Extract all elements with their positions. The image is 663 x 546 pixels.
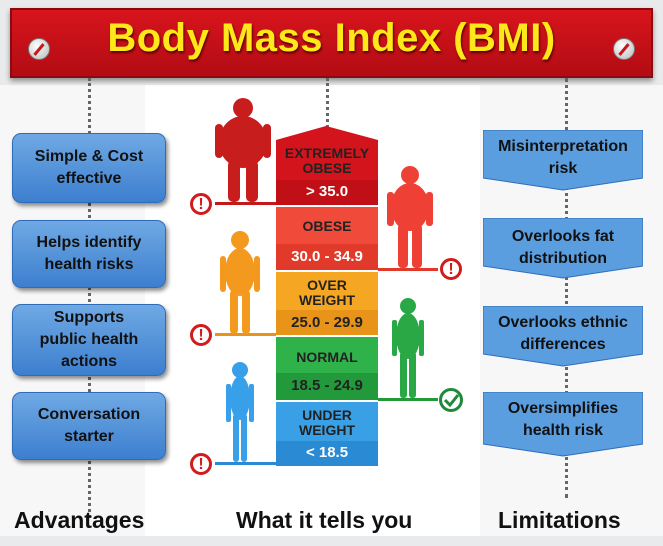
category-range: < 18.5 xyxy=(305,444,349,461)
advantage-label: Conversation starter xyxy=(37,406,141,445)
category-underweight: UNDER WEIGHT < 18.5 xyxy=(276,402,378,466)
advantage-box: Simple & Cost effective xyxy=(12,133,166,203)
warning-icon: ! xyxy=(190,193,212,215)
range-obese-fill xyxy=(276,244,378,270)
limitation-box: Overlooks fat distribution xyxy=(483,218,643,280)
connector-right xyxy=(565,78,568,498)
arrow-shape xyxy=(483,130,643,191)
warning-icon: ! xyxy=(190,453,212,475)
limitation-label: Oversimplifies health risk xyxy=(507,400,619,439)
range-extremely-obese-fill xyxy=(276,180,378,205)
limitation-box: Overlooks ethnic differences xyxy=(483,306,643,368)
connector-left xyxy=(88,78,91,518)
range-overweight-fill xyxy=(276,310,378,335)
limitation-label: Overlooks ethnic differences xyxy=(498,314,628,353)
leader-line xyxy=(378,398,438,401)
category-range: 30.0 - 34.9 xyxy=(291,248,363,265)
page-title: Body Mass Index (BMI) xyxy=(107,16,556,60)
arrow-shape xyxy=(483,218,643,279)
category-name: OBESE xyxy=(302,218,352,234)
connector-center xyxy=(326,78,329,128)
leader-line xyxy=(378,268,438,271)
warning-icon: ! xyxy=(440,258,462,280)
category-range: > 35.0 xyxy=(305,183,349,200)
advantage-box: Helps identify health risks xyxy=(12,220,166,288)
category-range: 25.0 - 29.9 xyxy=(291,314,363,331)
warning-icon: ! xyxy=(190,324,212,346)
pin-icon xyxy=(28,38,50,60)
advantage-label: Helps identify health risks xyxy=(36,234,142,273)
category-extremely-obese: EXTREMELY OBESE > 35.0 xyxy=(276,126,378,206)
limitation-box: Oversimplifies health risk xyxy=(483,392,643,458)
advantage-label: Simple & Cost effective xyxy=(34,148,144,187)
advantage-label: Supports public health actions xyxy=(39,309,139,370)
check-icon xyxy=(439,388,463,412)
normal-figure-icon xyxy=(392,298,424,398)
category-name: NORMAL xyxy=(296,349,358,365)
category-name: EXTREMELY OBESE xyxy=(284,145,370,176)
pin-icon xyxy=(613,38,635,60)
obese-figure-icon xyxy=(387,166,433,268)
leader-line xyxy=(215,202,276,205)
checkmark-glyph xyxy=(443,394,460,408)
center-heading: What it tells you xyxy=(236,507,413,533)
advantage-box: Conversation starter xyxy=(12,392,166,460)
underweight-figure-icon xyxy=(226,362,254,462)
advantage-box: Supports public health actions xyxy=(12,304,166,376)
limitation-label: Misinterpretation risk xyxy=(498,138,628,177)
leader-line xyxy=(215,333,276,336)
category-overweight: OVER WEIGHT 25.0 - 29.9 xyxy=(276,272,378,335)
category-normal: NORMAL 18.5 - 24.9 xyxy=(276,337,378,400)
limitation-box: Misinterpretation risk xyxy=(483,130,643,192)
category-name: UNDER WEIGHT xyxy=(299,407,355,438)
extremely-obese-figure-icon xyxy=(215,98,271,202)
limitations-heading: Limitations xyxy=(498,507,621,533)
range-underweight-fill xyxy=(276,441,378,466)
range-normal-fill xyxy=(276,373,378,400)
category-obese: OBESE 30.0 - 34.9 xyxy=(276,207,378,270)
category-name: OVER WEIGHT xyxy=(299,277,355,308)
title-banner: Body Mass Index (BMI) xyxy=(10,8,653,78)
advantages-heading: Advantages xyxy=(14,507,145,533)
arrow-shape xyxy=(483,392,643,457)
category-range: 18.5 - 24.9 xyxy=(291,377,363,394)
limitation-label: Overlooks fat distribution xyxy=(511,228,615,267)
leader-line xyxy=(215,462,276,465)
overweight-figure-icon xyxy=(220,231,260,334)
arrow-shape xyxy=(483,306,643,367)
